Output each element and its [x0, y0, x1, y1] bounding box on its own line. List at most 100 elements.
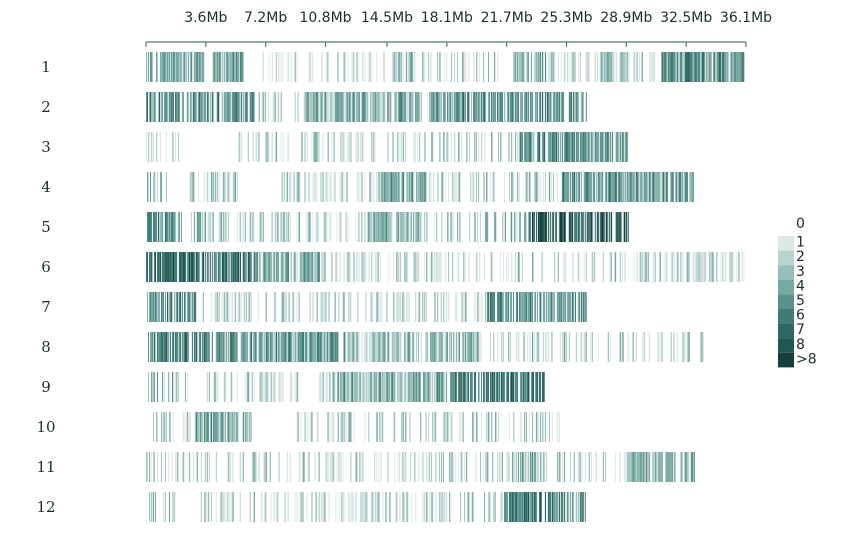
density-bar [409, 52, 411, 82]
density-bar [223, 252, 225, 282]
density-bar [259, 372, 261, 402]
density-bar [591, 332, 593, 362]
density-bar [456, 372, 458, 402]
density-bar [209, 212, 211, 242]
density-bar [197, 52, 199, 82]
density-bar [239, 252, 241, 282]
density-bar [538, 292, 541, 322]
density-bar [562, 292, 564, 322]
density-bar [450, 412, 452, 442]
density-bar [701, 332, 703, 362]
density-bar [468, 492, 470, 522]
density-bar [399, 132, 401, 162]
density-bar [188, 252, 191, 282]
density-bar [405, 452, 407, 482]
density-bar [669, 452, 671, 482]
density-bar [334, 292, 336, 322]
density-bar [267, 92, 270, 122]
density-bar [639, 452, 641, 482]
density-bar [182, 332, 184, 362]
density-bar [443, 92, 445, 122]
density-bar [581, 212, 583, 242]
density-bar [146, 252, 147, 282]
density-bar [197, 412, 199, 442]
density-bar [425, 412, 427, 442]
density-bar [324, 332, 326, 362]
density-bar [227, 172, 229, 202]
density-bar [674, 52, 676, 82]
density-bar [741, 252, 743, 282]
density-bar [578, 292, 580, 322]
density-bar [535, 492, 538, 522]
density-bar [641, 452, 643, 482]
density-bar [244, 372, 246, 402]
density-bar [267, 252, 269, 282]
density-bar [188, 292, 191, 322]
density-bar [149, 92, 152, 122]
density-bar [427, 332, 429, 362]
density-bar [460, 412, 462, 442]
density-bar [199, 92, 201, 122]
density-bar [544, 492, 547, 522]
density-bar [689, 172, 691, 202]
density-bar [696, 252, 698, 282]
density-bar [539, 292, 542, 322]
density-bar [685, 452, 687, 482]
density-bar [656, 172, 658, 202]
x-tick-label: 7.2Mb [244, 10, 287, 26]
density-bar [395, 492, 397, 522]
density-bar [396, 252, 398, 282]
density-bar [244, 92, 246, 122]
density-bar [734, 52, 736, 82]
density-bar [381, 172, 383, 202]
density-bar [501, 492, 503, 522]
density-bar [466, 452, 468, 482]
density-bar [179, 292, 182, 322]
density-bar [484, 132, 486, 162]
density-bar [277, 492, 280, 522]
density-bar [441, 452, 443, 482]
density-bar [166, 292, 169, 322]
density-bar [568, 92, 570, 122]
density-bar [410, 212, 412, 242]
density-bar [538, 212, 541, 242]
density-bar [249, 412, 251, 442]
density-bar [216, 52, 219, 82]
density-bar [439, 492, 441, 522]
density-bar [450, 372, 452, 402]
density-bar [398, 212, 400, 242]
legend-label: 4 [796, 278, 805, 294]
density-bar [435, 92, 437, 122]
density-bar [278, 372, 280, 402]
density-bar [200, 52, 202, 82]
density-bar [591, 132, 593, 162]
density-bar [407, 212, 409, 242]
density-bar [534, 372, 536, 402]
density-bar [296, 412, 299, 442]
density-bar [198, 332, 201, 362]
density-bar [315, 252, 317, 282]
density-bar [661, 452, 663, 482]
density-bar [425, 332, 427, 362]
density-bar [550, 332, 553, 362]
density-bar [332, 412, 334, 442]
density-bar [400, 292, 402, 322]
density-bar [227, 252, 229, 282]
density-bar [571, 492, 573, 522]
density-bar [368, 372, 370, 402]
x-tick-label: 25.3Mb [540, 10, 592, 26]
density-bar [394, 172, 396, 202]
density-bar [515, 372, 518, 402]
density-bar [415, 92, 417, 122]
density-bar [583, 252, 585, 282]
density-bar [280, 92, 282, 122]
density-bar [523, 332, 525, 362]
density-bar [236, 412, 238, 442]
density-bar [597, 172, 599, 202]
density-bar [602, 212, 604, 242]
density-bar [148, 132, 150, 162]
density-bar [343, 52, 345, 82]
density-bar [449, 332, 451, 362]
density-bar [366, 372, 368, 402]
density-bar [737, 52, 739, 82]
